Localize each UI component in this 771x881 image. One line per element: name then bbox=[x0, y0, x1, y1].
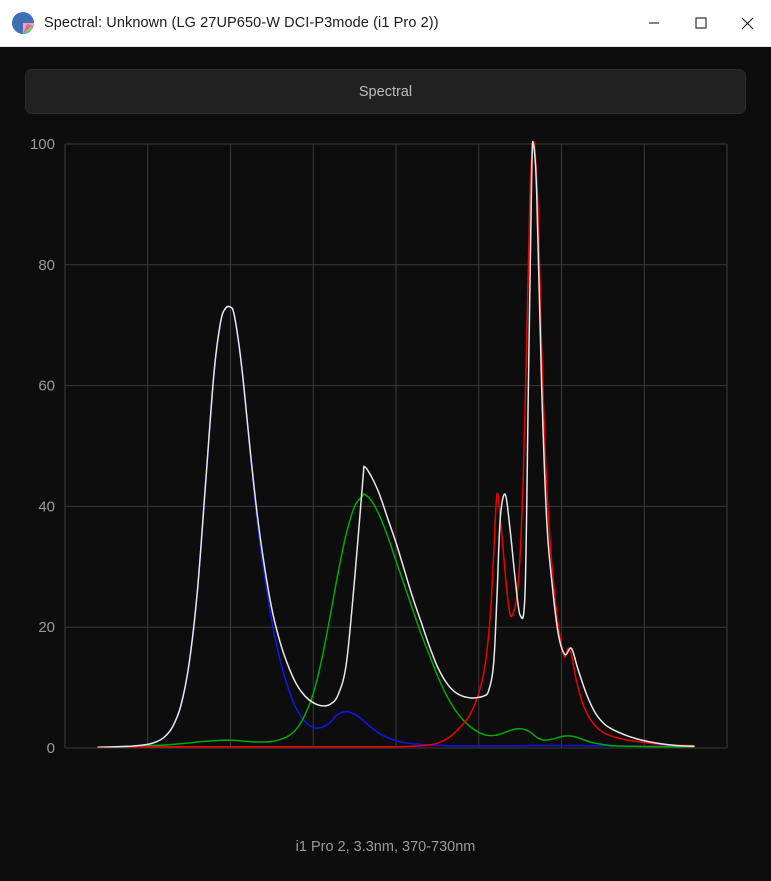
x-tick-label: 600 bbox=[466, 763, 491, 766]
x-tick-label: 750 bbox=[714, 763, 739, 766]
tab-spectral[interactable]: Spectral bbox=[25, 69, 746, 114]
minimize-icon bbox=[648, 22, 659, 24]
x-tick-label: 500 bbox=[301, 763, 326, 766]
x-tick-label: 400 bbox=[135, 763, 160, 766]
x-tick-label: 350 bbox=[52, 763, 77, 766]
minimize-button[interactable] bbox=[630, 0, 677, 46]
plot-background bbox=[0, 126, 771, 766]
series-line-red bbox=[97, 141, 695, 748]
y-tick-label: 60 bbox=[38, 378, 55, 395]
x-tick-label: 650 bbox=[549, 763, 574, 766]
x-tick-label: 450 bbox=[218, 763, 243, 766]
window-content: Spectral 350 400 450 500 550 600 650 700 750 0 20 4… bbox=[0, 47, 771, 881]
spectral-plot-area: 350 400 450 500 550 600 650 700 750 0 20 40 60 80 100 bbox=[0, 126, 771, 837]
data-series-group bbox=[97, 140, 695, 749]
x-tick-label: 700 bbox=[632, 763, 657, 766]
y-tick-label: 40 bbox=[38, 498, 55, 515]
series-line-green bbox=[97, 493, 695, 749]
tab-bar: Spectral bbox=[25, 69, 746, 114]
maximize-button[interactable] bbox=[677, 0, 724, 46]
maximize-icon bbox=[694, 17, 707, 29]
close-button[interactable] bbox=[724, 0, 771, 46]
x-tick-label: 550 bbox=[383, 763, 408, 766]
window-title: Spectral: Unknown (LG 27UP650-W DCI-P3mo… bbox=[44, 15, 439, 31]
y-tick-label: 20 bbox=[38, 619, 55, 636]
y-tick-label: 100 bbox=[30, 136, 55, 153]
series-line-white bbox=[97, 140, 695, 749]
axis-tick-labels: 350 400 450 500 550 600 650 700 750 0 20 40 60 80 100 bbox=[30, 136, 740, 766]
y-tick-label: 0 bbox=[47, 740, 55, 757]
title-bar: Spectral: Unknown (LG 27UP650-W DCI-P3mo… bbox=[0, 0, 771, 47]
instrument-caption: i1 Pro 2, 3.3nm, 370-730nm bbox=[295, 839, 476, 855]
spectral-chart: 350 400 450 500 550 600 650 700 750 0 20 40 60 80 100 bbox=[0, 126, 771, 766]
close-icon bbox=[741, 17, 754, 29]
window-controls bbox=[630, 0, 771, 46]
spectrum-wheel-icon bbox=[12, 12, 34, 34]
y-tick-label: 80 bbox=[38, 257, 55, 274]
